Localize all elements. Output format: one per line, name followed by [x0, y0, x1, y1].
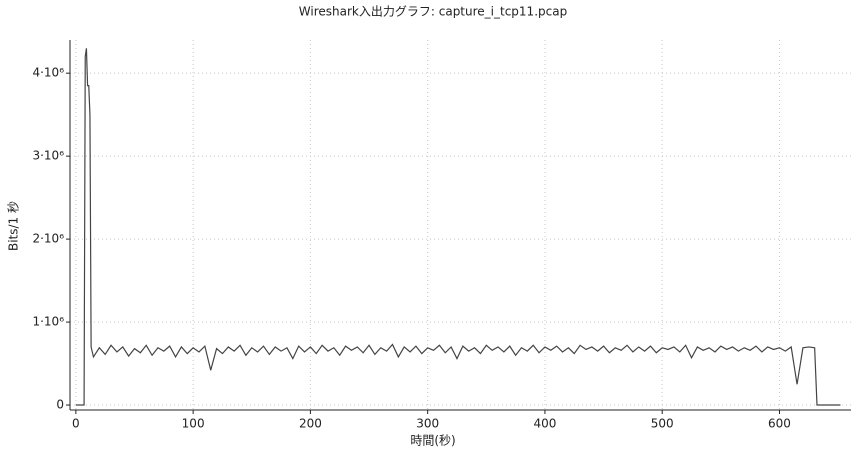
x-tick-label: 400 [533, 417, 556, 431]
x-axis-label: 時間(秒) [410, 434, 455, 448]
x-tick-label: 200 [299, 417, 322, 431]
x-tick-label: 600 [768, 417, 791, 431]
chart-title: Wireshark入出力グラフ: capture_i_tcp11.pcap [299, 5, 567, 19]
y-tick-label: 1·10⁶ [32, 315, 64, 329]
x-tick-label: 0 [72, 417, 80, 431]
data-line [75, 48, 841, 406]
y-axis-label: Bits/1 秒 [7, 201, 21, 251]
x-tick-label: 100 [182, 417, 205, 431]
y-tick-label: 4·10⁶ [32, 66, 64, 80]
y-tick-label: 2·10⁶ [32, 232, 64, 246]
y-tick-label: 3·10⁶ [32, 149, 64, 163]
x-tick-label: 300 [416, 417, 439, 431]
x-tick-label: 500 [651, 417, 674, 431]
y-tick-label: 0 [56, 398, 64, 412]
